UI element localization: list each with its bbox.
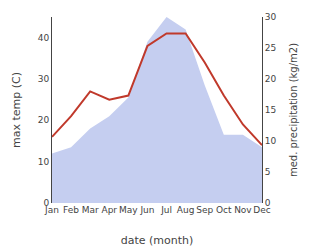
svg-text:5: 5 <box>265 167 271 177</box>
svg-text:25: 25 <box>265 43 276 53</box>
svg-text:Dec: Dec <box>253 205 270 215</box>
svg-text:Mar: Mar <box>82 205 99 215</box>
svg-text:May: May <box>119 205 138 215</box>
svg-text:max temp (C): max temp (C) <box>10 72 23 148</box>
svg-text:Aug: Aug <box>177 205 195 215</box>
svg-text:Jun: Jun <box>139 205 154 215</box>
svg-text:30: 30 <box>38 74 50 84</box>
svg-text:Nov: Nov <box>234 205 252 215</box>
svg-text:30: 30 <box>265 12 277 22</box>
svg-text:Jul: Jul <box>160 205 172 215</box>
svg-text:40: 40 <box>38 33 50 43</box>
svg-text:date (month): date (month) <box>121 234 194 247</box>
svg-text:0: 0 <box>265 198 271 208</box>
svg-text:20: 20 <box>265 74 277 84</box>
svg-text:Jan: Jan <box>44 205 59 215</box>
svg-text:0: 0 <box>43 198 49 208</box>
svg-text:15: 15 <box>265 105 276 115</box>
svg-text:Sep: Sep <box>196 205 213 215</box>
svg-text:Oct: Oct <box>216 205 232 215</box>
svg-text:Apr: Apr <box>101 205 117 215</box>
svg-text:10: 10 <box>265 136 277 146</box>
svg-text:20: 20 <box>38 115 50 125</box>
svg-text:Feb: Feb <box>63 205 79 215</box>
svg-text:med. precipitation (kg/m2): med. precipitation (kg/m2) <box>288 43 299 177</box>
svg-text:10: 10 <box>38 157 50 167</box>
